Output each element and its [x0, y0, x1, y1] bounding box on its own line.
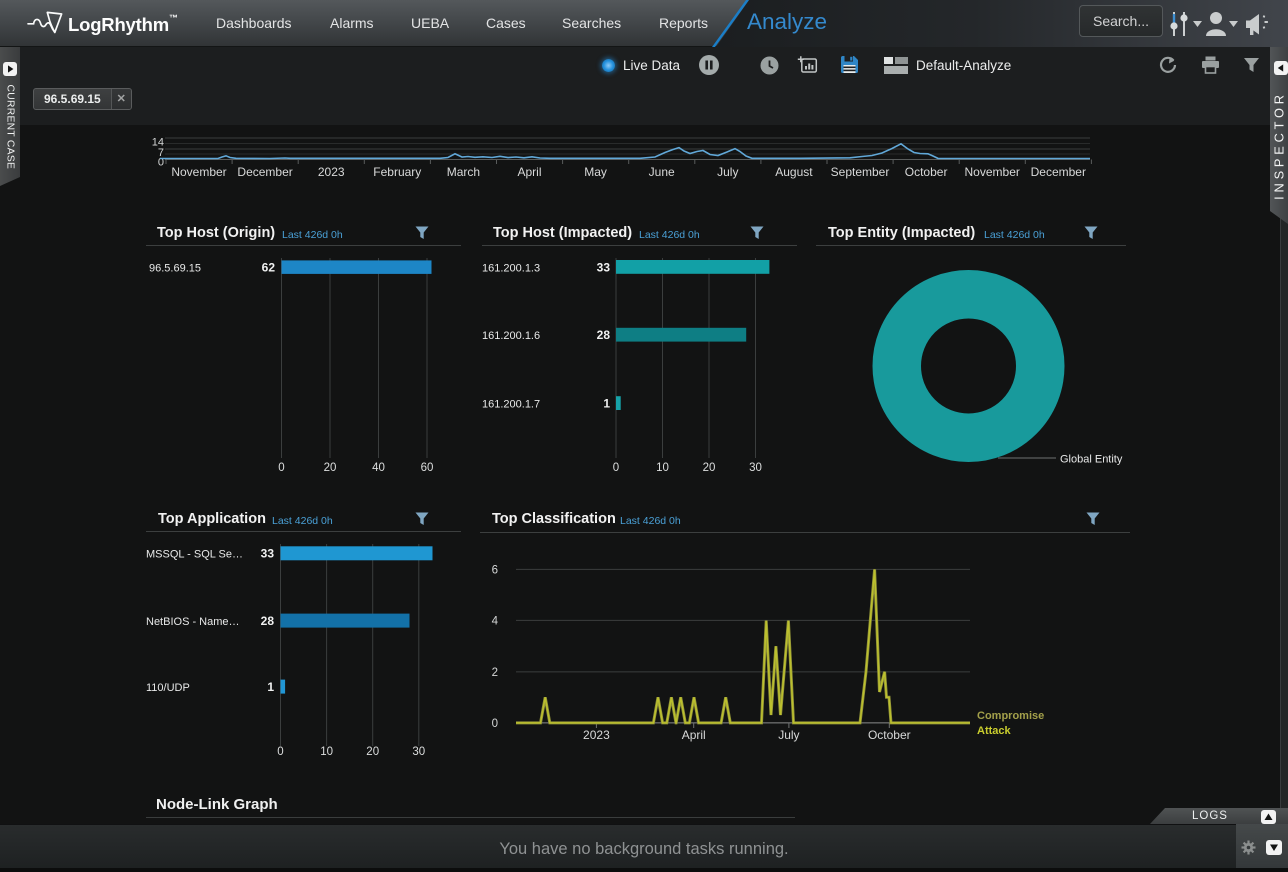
svg-text:0: 0: [158, 157, 164, 169]
svg-text:April: April: [682, 728, 706, 742]
svg-text:161.200.1.3: 161.200.1.3: [482, 262, 540, 274]
svg-text:2: 2: [492, 667, 498, 679]
svg-text:August: August: [775, 165, 813, 179]
svg-text:0: 0: [492, 718, 498, 730]
svg-text:30: 30: [412, 746, 425, 758]
svg-text:96.5.69.15: 96.5.69.15: [149, 263, 201, 275]
svg-text:December: December: [1031, 165, 1086, 179]
svg-text:February: February: [373, 165, 421, 179]
svg-text:161.200.1.6: 161.200.1.6: [482, 330, 540, 342]
svg-text:62: 62: [262, 261, 276, 275]
svg-text:28: 28: [597, 328, 611, 342]
svg-text:30: 30: [749, 462, 762, 474]
svg-text:MSSQL - SQL Se…: MSSQL - SQL Se…: [146, 549, 243, 561]
svg-text:33: 33: [261, 547, 275, 561]
svg-text:161.200.1.7: 161.200.1.7: [482, 398, 540, 410]
svg-text:6: 6: [492, 564, 498, 576]
svg-text:20: 20: [366, 746, 379, 758]
svg-text:14: 14: [152, 137, 164, 149]
svg-text:Global Entity: Global Entity: [1060, 454, 1123, 466]
svg-text:Attack: Attack: [977, 725, 1012, 737]
svg-text:October: October: [905, 165, 948, 179]
svg-text:March: March: [447, 165, 480, 179]
svg-text:1: 1: [603, 396, 610, 410]
svg-text:60: 60: [421, 462, 434, 474]
svg-text:December: December: [237, 165, 292, 179]
svg-text:September: September: [831, 165, 890, 179]
svg-text:2023: 2023: [583, 728, 610, 742]
svg-text:0: 0: [278, 462, 284, 474]
svg-text:33: 33: [597, 260, 611, 274]
svg-text:40: 40: [372, 462, 385, 474]
svg-text:November: November: [171, 165, 226, 179]
svg-text:4: 4: [492, 615, 499, 627]
svg-text:July: July: [717, 165, 738, 179]
svg-text:June: June: [649, 165, 675, 179]
svg-text:November: November: [965, 165, 1020, 179]
svg-text:1: 1: [267, 680, 274, 694]
svg-text:July: July: [778, 728, 799, 742]
svg-text:7: 7: [158, 147, 164, 159]
svg-text:110/UDP: 110/UDP: [146, 682, 190, 694]
svg-text:0: 0: [277, 746, 283, 758]
svg-text:Compromise: Compromise: [977, 710, 1044, 722]
svg-text:May: May: [584, 165, 607, 179]
svg-text:October: October: [868, 728, 911, 742]
svg-text:10: 10: [320, 746, 333, 758]
svg-text:NetBIOS - Name…: NetBIOS - Name…: [146, 616, 240, 628]
svg-text:0: 0: [613, 462, 619, 474]
svg-text:20: 20: [324, 462, 337, 474]
svg-text:10: 10: [656, 462, 669, 474]
svg-text:28: 28: [261, 614, 275, 628]
svg-text:2023: 2023: [318, 165, 345, 179]
svg-text:20: 20: [703, 462, 716, 474]
svg-text:April: April: [517, 165, 541, 179]
